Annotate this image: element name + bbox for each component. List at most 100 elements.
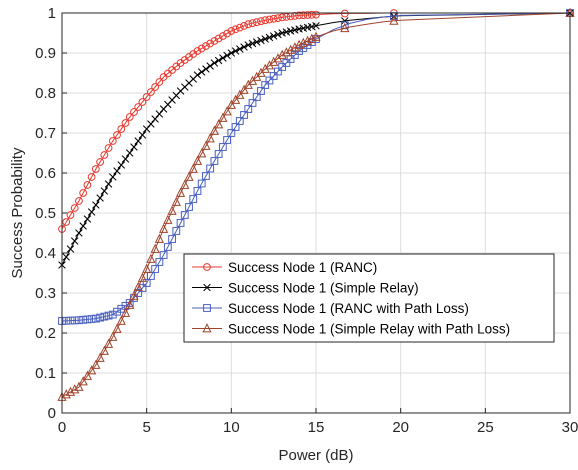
x-tick-label-0: 0 xyxy=(58,419,66,436)
series-0-point-58 xyxy=(303,11,312,19)
series-3-point-58 xyxy=(302,35,313,45)
legend-marker-2 xyxy=(203,304,211,312)
y-tick-label-6: 0.6 xyxy=(35,165,56,182)
series-3-point-62 xyxy=(389,15,399,25)
series-2-point-3 xyxy=(70,316,79,325)
series-3-point-42 xyxy=(235,89,245,99)
series-3-point-31 xyxy=(188,163,198,173)
series-0-point-46 xyxy=(252,18,261,27)
series-0-point-34 xyxy=(202,42,210,50)
series-2-point-27 xyxy=(172,227,181,235)
legend-marker-3 xyxy=(202,323,212,333)
series-3-point-29 xyxy=(180,179,190,189)
series-1-point-5 xyxy=(79,222,87,230)
series-1-point-61 xyxy=(341,17,349,25)
series-1-point-33 xyxy=(197,68,206,76)
series-0-point-32 xyxy=(193,47,202,55)
series-2-point-38 xyxy=(218,143,227,151)
series-2-point-42 xyxy=(235,117,244,125)
x-axis-title: Power (dB) xyxy=(278,447,353,464)
series-1-point-34 xyxy=(202,65,210,73)
series-2-point-20 xyxy=(142,279,151,287)
axis-ticks: 0 5 10 15 20 25 30 0 0.1 0.2 0.3 0.4 0.5 0.6 0.7 0.8 0.9… xyxy=(35,5,578,436)
series-0-point-3 xyxy=(70,204,79,212)
series-3-point-15 xyxy=(120,307,131,317)
legend-label-0: Success Node 1 (RANC) xyxy=(228,260,377,275)
series-0-point-11 xyxy=(104,144,113,152)
series-2-point-4 xyxy=(75,316,83,325)
series-2-point-45 xyxy=(248,99,257,107)
series-3-point-28 xyxy=(175,187,186,197)
series-0-point-16 xyxy=(125,113,134,121)
series-1-point-38 xyxy=(219,54,227,62)
series-2-point-36 xyxy=(210,157,219,165)
series-3-point-40 xyxy=(226,99,236,109)
series-0-point-40 xyxy=(227,27,236,35)
series-1-point-9 xyxy=(96,194,104,202)
series-2-point-24 xyxy=(159,251,168,259)
series-2-point-52 xyxy=(278,63,287,71)
series-0-point-14 xyxy=(117,125,126,133)
series-0-point-2 xyxy=(66,211,75,219)
series-2-point-46 xyxy=(252,93,261,101)
series-3-point-3 xyxy=(70,384,80,394)
series-2-point-8 xyxy=(91,314,100,323)
series-0-point-51 xyxy=(274,14,282,23)
legend-item-0: Success Node 1 (RANC) xyxy=(192,260,377,275)
series-1-point-1 xyxy=(62,253,70,261)
series-0-point-20 xyxy=(142,93,151,101)
series-2-point-22 xyxy=(151,265,160,273)
series-2-point-23 xyxy=(155,258,164,266)
series-1-point-21 xyxy=(147,120,155,128)
y-axis-title: Success Probability xyxy=(9,147,26,278)
series-0-point-41 xyxy=(231,25,240,34)
series-3-point-7 xyxy=(87,365,97,375)
series-3-point-27 xyxy=(171,196,181,206)
series-layer xyxy=(57,7,575,401)
series-3-point-5 xyxy=(78,376,88,386)
series-0-point-17 xyxy=(130,108,138,116)
legend-marker-0 xyxy=(203,263,211,271)
series-2-point-32 xyxy=(193,187,202,195)
series-1-point-8 xyxy=(92,201,100,209)
y-tick-label-9: 0.9 xyxy=(35,45,56,62)
series-0-point-48 xyxy=(261,16,270,25)
series-3-point-30 xyxy=(184,171,194,181)
series-0-point-61 xyxy=(340,9,349,18)
series-0-point-10 xyxy=(100,151,109,159)
series-1-point-12 xyxy=(109,173,117,181)
series-1-point-13 xyxy=(113,167,121,175)
series-3-point-16 xyxy=(125,299,135,309)
series-3-point-23 xyxy=(154,233,164,243)
series-3-point-32 xyxy=(192,155,203,165)
series-2-point-51 xyxy=(274,67,282,76)
series-0-point-33 xyxy=(197,44,206,53)
series-3-point-24 xyxy=(158,223,169,233)
series-2-point-41 xyxy=(231,123,240,131)
series-2-point-5 xyxy=(79,315,88,324)
series-3-point-21 xyxy=(146,253,156,263)
series-success-node-1-simple-relay-with-path-loss xyxy=(57,7,575,401)
series-3-point-2 xyxy=(65,386,76,396)
series-0-point-56 xyxy=(295,11,303,20)
series-1-point-40 xyxy=(227,49,236,57)
series-1-point-2 xyxy=(66,245,75,253)
series-3-point-14 xyxy=(116,315,126,325)
series-1-point-16 xyxy=(125,149,134,157)
series-1-point-15 xyxy=(121,155,130,163)
series-3-point-61 xyxy=(340,22,350,33)
series-3-point-1 xyxy=(61,389,71,399)
series-2-point-37 xyxy=(214,150,223,158)
series-1-point-49 xyxy=(265,33,274,42)
series-0-point-9 xyxy=(96,158,104,166)
y-tick-label-10: 1 xyxy=(48,5,56,22)
series-2-point-34 xyxy=(202,172,210,180)
x-tick-label-5: 25 xyxy=(477,419,494,436)
series-3-point-34 xyxy=(201,140,211,150)
series-3-point-12 xyxy=(108,331,118,341)
series-0-point-47 xyxy=(257,17,265,26)
series-success-node-1-simple-relay xyxy=(58,9,574,269)
series-0-point-6 xyxy=(83,181,92,189)
series-2-point-14 xyxy=(117,304,126,313)
